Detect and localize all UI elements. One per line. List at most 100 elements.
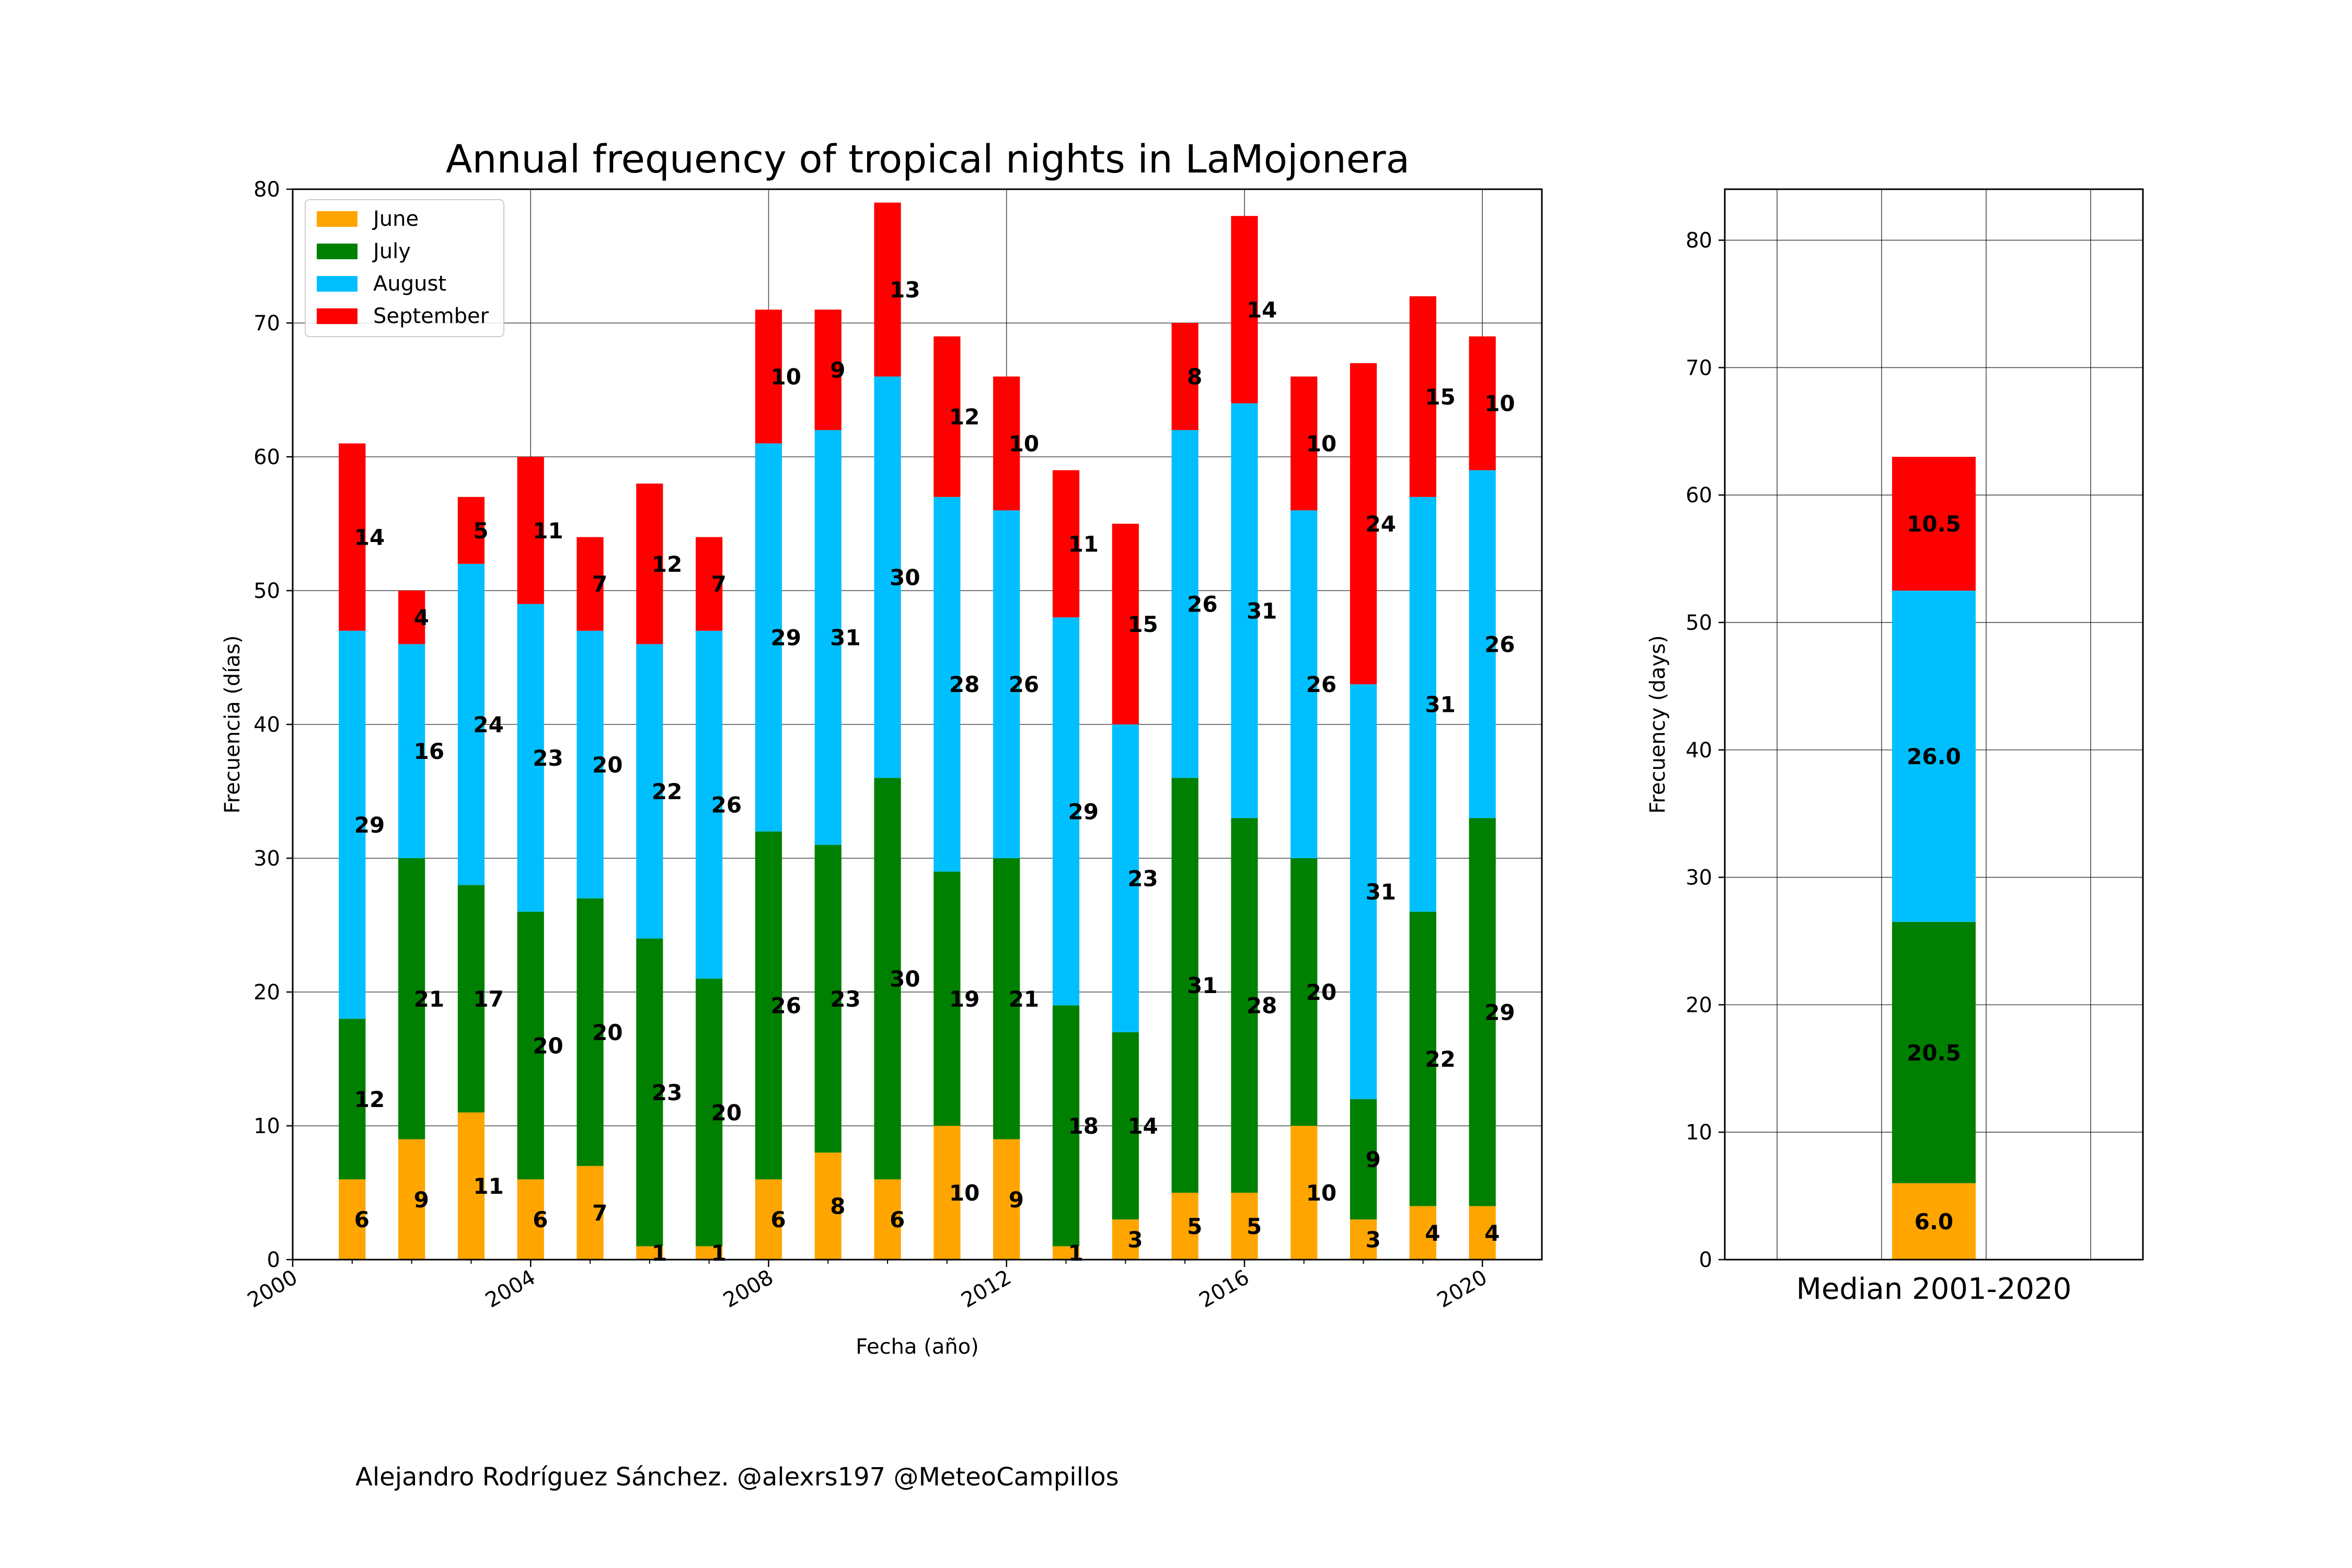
main-data-labels: 6122914921164111724562023117202071232212… [354,277,1515,1266]
bar-july-2006 [636,938,663,1247]
data-label-june-2014: 3 [1127,1227,1143,1253]
data-label-september-2010: 13 [890,277,920,303]
median-label-august: 26.0 [1907,744,1961,769]
median-y-tick-label: 10 [1686,1121,1712,1145]
data-label-june-2010: 6 [890,1207,905,1232]
median-bar-june [1892,1183,1976,1260]
data-label-july-2004: 20 [533,1033,563,1058]
bar-august-2016 [1231,403,1258,818]
data-label-june-2009: 8 [830,1194,845,1219]
data-label-june-2005: 7 [592,1200,607,1226]
median-y-label: Frecuency (days) [1646,635,1670,814]
data-label-august-2013: 29 [1068,799,1099,824]
bar-july-2017 [1290,858,1318,1126]
data-label-august-2012: 26 [1009,672,1039,697]
data-label-september-2018: 24 [1366,511,1396,537]
data-label-september-2008: 10 [770,364,801,389]
bar-june-2008 [755,1179,782,1260]
data-label-july-2017: 20 [1306,979,1336,1005]
bar-september-2005 [577,537,604,631]
bar-august-2018 [1350,684,1377,1099]
bar-june-2004 [517,1179,544,1260]
bar-june-2012 [993,1139,1020,1260]
legend-swatch-june [317,211,358,227]
median-bar-july [1892,921,1976,1183]
data-label-september-2014: 15 [1127,612,1158,637]
chart-title: Annual frequency of tropical nights in L… [446,137,1410,182]
bar-september-2012 [993,376,1020,511]
bar-august-2005 [577,630,604,898]
bar-september-2002 [398,591,425,644]
bar-july-2008 [755,831,782,1180]
data-label-august-2008: 29 [770,625,801,651]
bar-august-2012 [993,510,1020,858]
bar-july-2012 [993,858,1020,1139]
data-label-september-2013: 11 [1068,531,1099,557]
data-label-june-2012: 9 [1009,1187,1024,1213]
bar-september-2006 [636,483,663,644]
y-tick-label: 70 [253,312,280,336]
data-label-september-2001: 14 [354,525,385,550]
bar-june-2002 [398,1139,425,1260]
bar-september-2020 [1469,336,1496,470]
legend: June July August September [305,199,504,337]
data-label-september-2007: 7 [711,571,727,597]
x-tick-label: 2020 [1433,1265,1491,1313]
y-tick-label: 60 [253,445,280,469]
legend-box [305,199,504,337]
bar-july-2018 [1350,1099,1377,1220]
bar-september-2013 [1052,470,1080,618]
median-y-tick-label: 70 [1686,356,1712,380]
data-label-august-2014: 23 [1127,866,1158,891]
bar-august-2007 [696,630,723,979]
bar-june-2016 [1231,1193,1258,1260]
legend-label-august: August [373,272,446,296]
data-label-june-2004: 6 [533,1207,548,1232]
median-y-tick-label: 40 [1686,739,1712,763]
bar-june-2019 [1409,1206,1436,1260]
x-tick-label: 2000 [244,1265,302,1313]
bar-july-2011 [933,871,961,1126]
median-x-label: Median 2001-2020 [1796,1272,2072,1306]
data-label-july-2006: 23 [652,1080,682,1105]
bar-june-2001 [339,1179,366,1260]
bar-july-2014 [1112,1032,1139,1220]
bar-september-2017 [1290,376,1318,511]
main-chart: 6122914921164111724562023117202071232212… [221,137,1543,1359]
median-label-june: 6.0 [1915,1209,1953,1235]
y-tick-label: 50 [253,579,280,603]
data-label-july-2018: 9 [1366,1147,1381,1172]
median-frame [1724,188,2144,1261]
bar-september-2011 [933,336,961,497]
median-data-labels: 6.0 20.5 26.0 10.5 [1907,511,1961,1235]
data-label-august-2003: 24 [473,712,503,737]
x-tick-label: 2016 [1195,1265,1253,1313]
bar-august-2001 [339,630,366,1019]
median-axis-ticks: 0 10 20 30 40 50 60 70 80 [1686,229,1725,1272]
bar-july-2020 [1469,818,1496,1206]
bar-august-2011 [933,497,961,872]
bar-june-2007 [696,1246,723,1260]
median-y-tick-label: 60 [1686,483,1712,508]
bar-june-2009 [814,1152,841,1260]
data-label-august-2006: 22 [652,779,682,804]
y-axis-label: Frecuencia (días) [221,636,245,814]
bar-july-2002 [398,858,425,1139]
bar-august-2008 [755,443,782,832]
data-label-august-2001: 29 [354,812,385,838]
bar-july-2013 [1052,1005,1080,1247]
data-label-september-2012: 10 [1009,431,1039,456]
y-tick-label: 20 [253,981,280,1005]
bar-september-2018 [1350,363,1377,685]
data-label-july-2016: 28 [1247,993,1277,1019]
data-label-june-2018: 3 [1366,1227,1381,1253]
data-label-september-2002: 4 [414,605,429,630]
bar-august-2003 [457,563,485,885]
bar-june-2005 [577,1166,604,1260]
data-label-june-2013: 1 [1068,1240,1083,1266]
data-label-june-2019: 4 [1425,1220,1440,1246]
bar-september-2003 [457,497,485,564]
median-bar-september [1892,457,1976,591]
data-label-september-2016: 14 [1247,297,1277,322]
bar-september-2004 [517,457,544,604]
